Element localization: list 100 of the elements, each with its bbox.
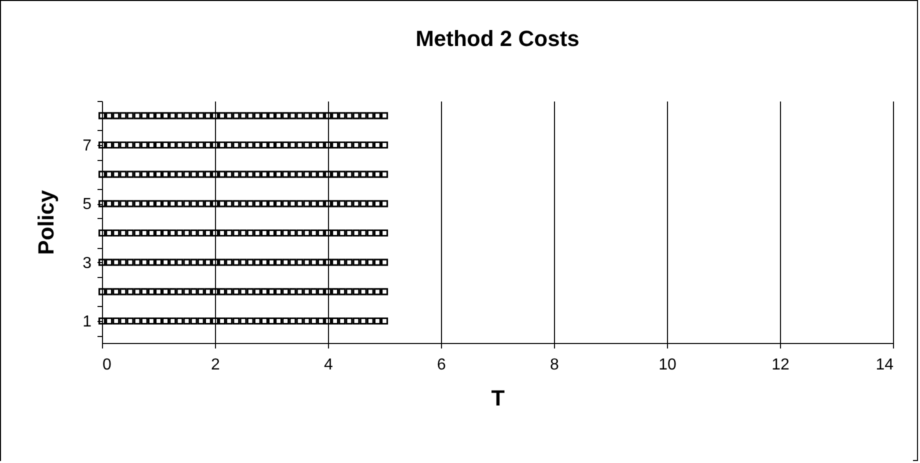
point bbox=[190, 317, 198, 325]
point bbox=[120, 141, 127, 149]
point bbox=[289, 141, 296, 149]
point bbox=[204, 170, 212, 178]
point bbox=[282, 200, 290, 208]
x-tick-label: 0 bbox=[102, 356, 112, 374]
point bbox=[218, 258, 226, 266]
point bbox=[374, 170, 381, 178]
point bbox=[98, 170, 106, 178]
point bbox=[211, 258, 219, 266]
point bbox=[183, 229, 190, 237]
point bbox=[126, 200, 134, 208]
point bbox=[190, 229, 198, 237]
point bbox=[120, 112, 127, 120]
point bbox=[98, 229, 106, 237]
point bbox=[162, 258, 170, 266]
point bbox=[275, 258, 282, 266]
point bbox=[296, 288, 304, 296]
point bbox=[260, 200, 268, 208]
point bbox=[346, 288, 353, 296]
point bbox=[204, 200, 212, 208]
point bbox=[296, 112, 304, 120]
point bbox=[317, 141, 324, 149]
point bbox=[176, 141, 184, 149]
point bbox=[246, 200, 254, 208]
point bbox=[352, 229, 360, 237]
y-tick-label: 1 bbox=[82, 314, 92, 330]
point bbox=[134, 200, 141, 208]
point bbox=[380, 317, 388, 325]
point bbox=[338, 288, 346, 296]
point bbox=[148, 288, 155, 296]
y-tick-label: 5 bbox=[82, 196, 92, 214]
point bbox=[197, 112, 204, 120]
point bbox=[154, 229, 162, 237]
point bbox=[176, 170, 184, 178]
point bbox=[260, 288, 268, 296]
point bbox=[324, 112, 332, 120]
point bbox=[360, 317, 367, 325]
point bbox=[98, 141, 106, 149]
point bbox=[260, 112, 268, 120]
point bbox=[380, 288, 388, 296]
point bbox=[254, 229, 261, 237]
point bbox=[126, 141, 134, 149]
point bbox=[169, 200, 176, 208]
point bbox=[240, 112, 247, 120]
point bbox=[190, 170, 198, 178]
point bbox=[176, 112, 184, 120]
point bbox=[148, 317, 155, 325]
point bbox=[226, 200, 233, 208]
point bbox=[126, 112, 134, 120]
point bbox=[140, 288, 148, 296]
point bbox=[310, 288, 318, 296]
point bbox=[289, 258, 296, 266]
point bbox=[317, 317, 324, 325]
point bbox=[324, 141, 332, 149]
point bbox=[183, 200, 190, 208]
point bbox=[317, 258, 324, 266]
point bbox=[268, 170, 276, 178]
point bbox=[289, 317, 296, 325]
point bbox=[162, 200, 170, 208]
point bbox=[303, 200, 310, 208]
point bbox=[282, 258, 290, 266]
point bbox=[218, 229, 226, 237]
point bbox=[134, 229, 141, 237]
point bbox=[310, 258, 318, 266]
point bbox=[204, 317, 212, 325]
point bbox=[106, 288, 113, 296]
point bbox=[204, 229, 212, 237]
point bbox=[169, 170, 176, 178]
point bbox=[282, 112, 290, 120]
point bbox=[260, 170, 268, 178]
point bbox=[112, 200, 120, 208]
point bbox=[134, 258, 141, 266]
point bbox=[268, 229, 276, 237]
point bbox=[183, 141, 190, 149]
point bbox=[324, 258, 332, 266]
point bbox=[246, 317, 254, 325]
point bbox=[112, 317, 120, 325]
point bbox=[176, 317, 184, 325]
point bbox=[303, 112, 310, 120]
point bbox=[134, 170, 141, 178]
point bbox=[380, 258, 388, 266]
point bbox=[360, 112, 367, 120]
point bbox=[211, 229, 219, 237]
point bbox=[332, 288, 339, 296]
point bbox=[106, 112, 113, 120]
point bbox=[346, 112, 353, 120]
point bbox=[211, 200, 219, 208]
point bbox=[352, 112, 360, 120]
point bbox=[98, 258, 106, 266]
point bbox=[310, 141, 318, 149]
point bbox=[134, 317, 141, 325]
point bbox=[317, 112, 324, 120]
point bbox=[211, 141, 219, 149]
point bbox=[140, 200, 148, 208]
point bbox=[317, 288, 324, 296]
point bbox=[154, 141, 162, 149]
point bbox=[106, 141, 113, 149]
y-axis-title: Policy bbox=[34, 189, 59, 255]
point bbox=[338, 258, 346, 266]
